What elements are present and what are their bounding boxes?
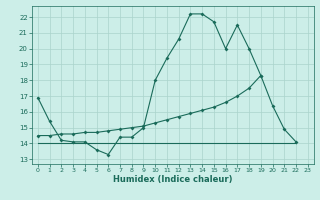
X-axis label: Humidex (Indice chaleur): Humidex (Indice chaleur): [113, 175, 233, 184]
